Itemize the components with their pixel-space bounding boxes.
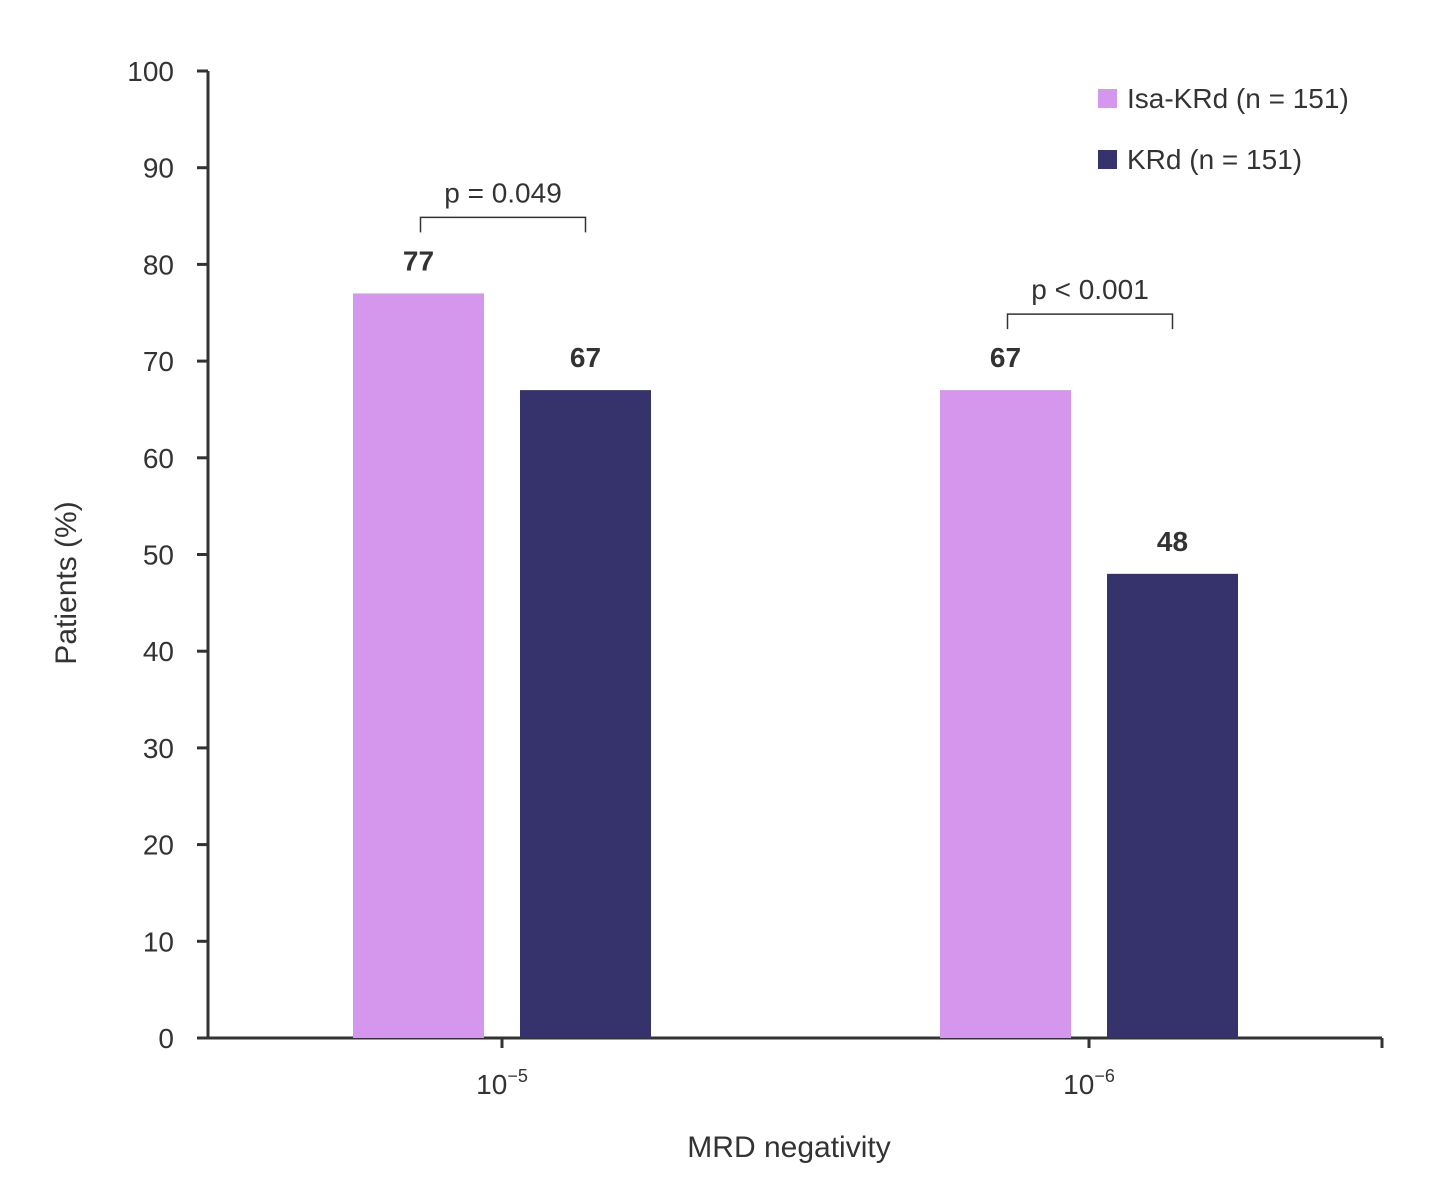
y-tick-label: 90 [143,153,174,184]
x-axis-ticks: 10−5 10−6 [476,1038,1384,1100]
significance-bracket [1006,313,1174,330]
p-value-label: p < 0.001 [1031,274,1149,305]
p-value-label: p = 0.049 [444,177,562,208]
bar [353,293,484,1038]
value-labels: 77 67 67 48 [403,245,1188,556]
bar-value-label: 48 [1157,526,1188,557]
y-tick-label: 30 [143,733,174,764]
legend-swatch [1098,89,1117,108]
y-axis-ticks: 0 10 20 30 40 50 60 70 80 90 100 [127,56,208,1054]
x-tick-label: 10−6 [1063,1066,1115,1100]
y-tick-label: 50 [143,540,174,571]
x-axis-title: MRD negativity [687,1131,890,1164]
p-value-annotations: p = 0.049 p < 0.001 [419,177,1174,330]
y-tick-label: 10 [143,926,174,957]
bars [353,293,1238,1038]
y-tick-label: 60 [143,443,174,474]
bar-value-label: 67 [570,342,601,373]
y-tick-label: 80 [143,249,174,280]
bar [1107,573,1238,1038]
legend-label: KRd (n = 151) [1127,144,1302,175]
y-tick-label: 40 [143,636,174,667]
bar-value-label: 77 [403,245,434,276]
y-tick-label: 20 [143,830,174,861]
legend: Isa-KRd (n = 151) KRd (n = 151) [1098,83,1349,175]
y-axis-title: Patients (%) [50,501,83,664]
y-tick-label: 100 [127,56,174,87]
bar [520,390,651,1038]
legend-label: Isa-KRd (n = 151) [1127,83,1349,114]
bar [940,390,1071,1038]
legend-swatch [1098,150,1117,169]
x-tick-label: 10−5 [476,1066,528,1100]
y-tick-label: 0 [158,1023,174,1054]
y-tick-label: 70 [143,346,174,377]
bar-value-label: 67 [990,342,1021,373]
significance-bracket [419,216,587,233]
